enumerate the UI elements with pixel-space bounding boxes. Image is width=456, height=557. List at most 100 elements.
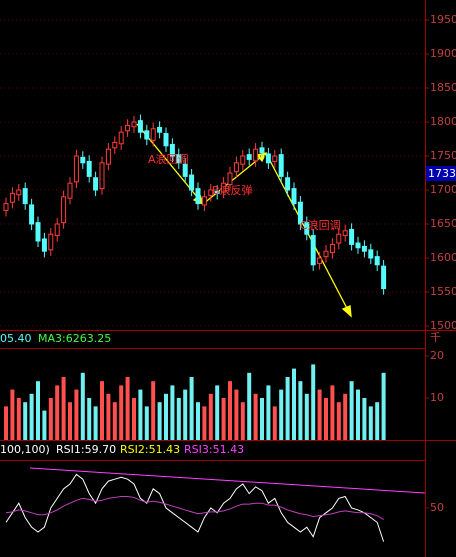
annotation: B浪反弹 (212, 183, 253, 197)
current-price: 1733. (428, 167, 456, 180)
candle-body (112, 141, 118, 149)
candle-body (253, 148, 259, 162)
y-tick-label: 1650 (430, 217, 456, 230)
volume-bar (10, 389, 15, 440)
candle-body (169, 143, 175, 157)
candle-body (99, 162, 105, 190)
candle-body (361, 245, 367, 252)
y-tick-label: 50 (430, 501, 444, 514)
volume-bar (138, 389, 143, 440)
candle-body (182, 163, 188, 177)
volume-bar (61, 377, 66, 440)
panel-header: RSI3:51.43 (184, 443, 244, 456)
volume-bar (304, 393, 309, 440)
volume-bar (317, 389, 322, 440)
candle-body (29, 204, 35, 225)
volume-bar (87, 398, 92, 440)
volume-bar (208, 393, 213, 440)
panel-header: MA3:6263.25 (38, 332, 111, 345)
volume-bar (170, 385, 175, 440)
y-tick-label: 1850 (430, 81, 456, 94)
volume-bar (125, 377, 130, 440)
volume-bar (368, 406, 373, 440)
candle-body (201, 196, 207, 206)
candle-body (349, 228, 355, 245)
volume-bar (157, 402, 162, 440)
volume-bar (343, 393, 348, 440)
volume-bar (202, 406, 207, 440)
y-tick-label: 1900 (430, 47, 456, 60)
unit-label: 千 (430, 331, 441, 344)
candle-body (86, 160, 92, 177)
y-tick-label: 1800 (430, 115, 456, 128)
candle-body (195, 188, 201, 205)
candle-body (297, 201, 303, 225)
volume-bar (336, 402, 341, 440)
candle-body (16, 189, 22, 196)
candle-body (291, 188, 297, 205)
candle-body (163, 133, 169, 147)
candle-body (80, 156, 86, 164)
volume-bar (228, 381, 232, 440)
candle-body (278, 154, 284, 177)
candle-body (9, 192, 15, 203)
candle-body (381, 265, 387, 290)
volume-bar (132, 398, 136, 440)
volume-bar (36, 381, 40, 440)
volume-bar (272, 406, 277, 440)
candle-body (336, 233, 342, 244)
candle-body (54, 223, 60, 237)
volume-bar (253, 393, 258, 440)
y-tick-label: 1550 (430, 285, 456, 298)
candle-body (48, 233, 54, 251)
candle-body (227, 172, 233, 186)
candle-body (131, 121, 137, 128)
y-tick-label: 1750 (430, 149, 456, 162)
volume-bar (362, 398, 367, 440)
volume-bar (151, 381, 156, 440)
volume-bar (266, 385, 271, 440)
panel-header: RSI2:51.43 (120, 443, 180, 456)
panel-header: RSI1:59.70 (56, 443, 116, 456)
candle-body (41, 238, 47, 252)
volume-bar (279, 389, 284, 440)
volume-bar (100, 381, 104, 440)
volume-bar (381, 372, 386, 440)
annotation: A浪回调 (148, 152, 189, 166)
volume-bar (4, 406, 8, 440)
volume-bar (16, 398, 21, 440)
candle-body (246, 154, 252, 160)
panel-header: 100,100) (0, 443, 50, 456)
volume-bar (112, 402, 117, 440)
volume-bar (48, 398, 53, 440)
annotation: C浪回调 (300, 218, 341, 232)
candle-body (355, 242, 361, 249)
volume-bar (215, 385, 220, 440)
candle-body (329, 243, 335, 254)
candle-body (67, 182, 73, 199)
panel-header: 05.40 (0, 332, 32, 345)
candle-body (221, 182, 227, 193)
y-tick-label: 1600 (430, 251, 456, 264)
candle-body (317, 257, 323, 264)
rsi-line (5, 495, 384, 520)
candle-body (214, 190, 220, 194)
volume-bar (285, 377, 290, 440)
volume-bar (240, 402, 245, 440)
volume-bar (183, 389, 188, 440)
trend-line (29, 467, 426, 494)
candle-body (73, 155, 79, 183)
candle-body (374, 256, 380, 266)
volume-bar (298, 381, 303, 440)
volume-bar (29, 393, 34, 440)
volume-bar (234, 389, 239, 440)
volume-bar (356, 389, 360, 440)
volume-bar (189, 377, 194, 440)
volume-bar (106, 393, 111, 440)
volume-bar (349, 381, 354, 440)
candle-body (93, 177, 99, 191)
volume-bar (68, 402, 72, 440)
candle-body (35, 222, 41, 242)
